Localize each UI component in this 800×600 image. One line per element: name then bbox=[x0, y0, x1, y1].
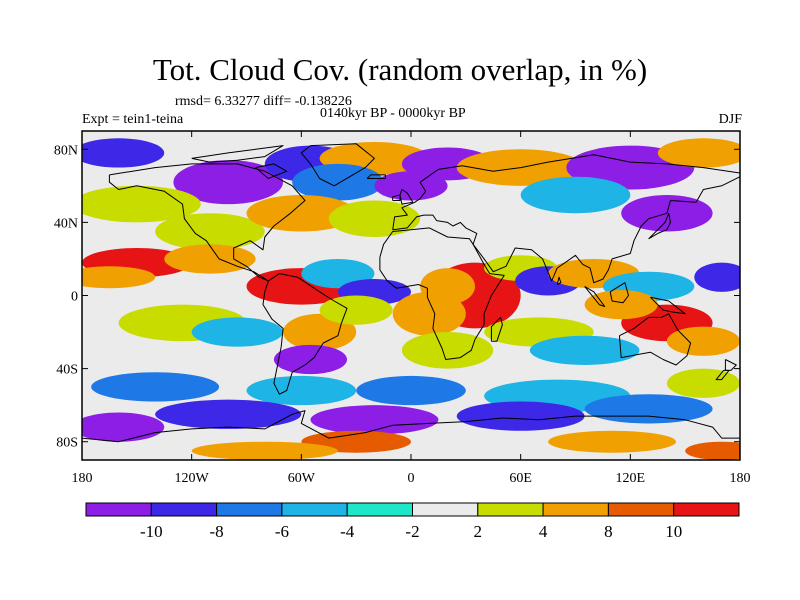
colorbar-swatch bbox=[412, 502, 479, 517]
anomaly-patch bbox=[657, 138, 740, 168]
anomaly-patch bbox=[82, 138, 165, 168]
anomaly-patch bbox=[164, 244, 256, 274]
map-title: Tot. Cloud Cov. (random overlap, in %) bbox=[152, 52, 648, 87]
lat-tick-label: 80S bbox=[56, 436, 78, 451]
anomaly-patch bbox=[374, 171, 448, 201]
period-label: 0140kyr BP - 0000kyr BP bbox=[320, 106, 466, 121]
lat-tick-label: 0 bbox=[71, 290, 78, 305]
lon-tick-label: 0 bbox=[408, 471, 415, 486]
anomaly-patch bbox=[328, 200, 421, 238]
anomaly-patch bbox=[91, 372, 220, 402]
anomaly-patch bbox=[191, 441, 338, 460]
colorbar-label: 10 bbox=[665, 522, 682, 541]
anomaly-patch bbox=[584, 394, 713, 424]
anomaly-patch bbox=[356, 375, 466, 406]
colorbar-swatch bbox=[216, 502, 283, 517]
anomaly-patch bbox=[173, 160, 284, 205]
coastline bbox=[392, 154, 740, 284]
lat-tick-label: 40N bbox=[54, 216, 78, 231]
colorbar-swatch bbox=[85, 502, 152, 517]
anomaly-patch bbox=[529, 335, 640, 365]
colorbar-label: 8 bbox=[604, 522, 613, 541]
lat-axis: 80N 40N 0 40S 80S bbox=[54, 143, 740, 451]
colorbar-label: -10 bbox=[140, 522, 163, 541]
colorbar-swatch bbox=[607, 502, 675, 517]
anomaly-patch bbox=[82, 185, 201, 223]
stats-label: rmsd= 6.33277 diff= -0.138226 bbox=[175, 94, 352, 109]
colorbar-label: -8 bbox=[210, 522, 224, 541]
anomaly-patch bbox=[685, 441, 740, 460]
anomaly-patch bbox=[246, 194, 357, 232]
coastline bbox=[191, 145, 284, 163]
lon-tick-label: 180 bbox=[72, 471, 93, 486]
colorbar-swatch bbox=[673, 502, 740, 517]
anomaly-patch bbox=[155, 213, 265, 250]
coastline bbox=[300, 143, 375, 187]
season-label: DJF bbox=[718, 112, 742, 127]
anomaly-patch bbox=[82, 412, 165, 442]
colorbar-swatch bbox=[542, 502, 609, 517]
coastline bbox=[262, 273, 348, 395]
coastline bbox=[108, 163, 306, 282]
anomaly-patch bbox=[401, 332, 494, 369]
lat-tick-label: 40S bbox=[56, 363, 78, 378]
anomaly-patch bbox=[666, 326, 740, 356]
lon-tick-label: 180 bbox=[730, 471, 751, 486]
lon-tick-label: 60W bbox=[288, 471, 316, 486]
lon-axis: 180 120W 60W 0 60E 120E 180 bbox=[72, 131, 751, 486]
coastline bbox=[366, 174, 386, 179]
colorbar-label: -4 bbox=[340, 522, 355, 541]
coastline bbox=[584, 285, 606, 307]
anomaly-patch bbox=[520, 176, 631, 214]
coastline bbox=[650, 296, 686, 315]
anomaly-patch bbox=[319, 295, 393, 325]
colorbar-label: -2 bbox=[405, 522, 419, 541]
colorbar-label: 2 bbox=[474, 522, 483, 541]
anomaly-patch bbox=[310, 405, 439, 435]
anomaly-patch bbox=[292, 163, 384, 201]
colorbar-label: -6 bbox=[275, 522, 289, 541]
anomaly-patch bbox=[82, 266, 156, 289]
anomaly-patch bbox=[273, 344, 348, 375]
anomaly-patch bbox=[548, 430, 677, 453]
lon-tick-label: 120E bbox=[616, 471, 646, 486]
coastline bbox=[724, 359, 737, 371]
anomaly-patch bbox=[283, 313, 357, 351]
anomaly-patch bbox=[191, 317, 284, 347]
coastlines bbox=[82, 143, 740, 443]
anomaly-patch bbox=[392, 291, 466, 336]
colorbar-swatch bbox=[477, 502, 544, 517]
colorbar-swatch bbox=[150, 502, 218, 517]
coastline bbox=[490, 316, 503, 342]
coastline bbox=[609, 282, 629, 304]
experiment-label: Expt = tein1-teina bbox=[82, 112, 184, 127]
colorbar-swatch bbox=[346, 502, 414, 517]
coastline bbox=[715, 369, 730, 381]
lon-tick-label: 120W bbox=[175, 471, 210, 486]
anomaly-patch bbox=[584, 290, 658, 320]
anomaly-patch bbox=[456, 401, 585, 431]
anomaly-patch bbox=[694, 262, 740, 292]
lon-tick-label: 60E bbox=[509, 471, 532, 486]
colorbar: -10 -8 -6 -4 -2 2 4 8 10 bbox=[85, 502, 740, 541]
coastline bbox=[648, 212, 671, 240]
anomaly-field bbox=[82, 131, 740, 460]
colorbar-swatch bbox=[281, 502, 348, 517]
coastline bbox=[618, 313, 692, 366]
anomaly-patch bbox=[666, 368, 740, 398]
coastline bbox=[255, 163, 288, 179]
anomaly-patch bbox=[155, 399, 302, 429]
coastline bbox=[556, 276, 562, 285]
coastline bbox=[379, 227, 505, 360]
colorbar-label: 4 bbox=[539, 522, 548, 541]
anomaly-patch bbox=[246, 375, 357, 406]
coastline bbox=[82, 410, 740, 443]
lat-tick-label: 80N bbox=[54, 143, 78, 158]
coastline bbox=[392, 194, 401, 201]
